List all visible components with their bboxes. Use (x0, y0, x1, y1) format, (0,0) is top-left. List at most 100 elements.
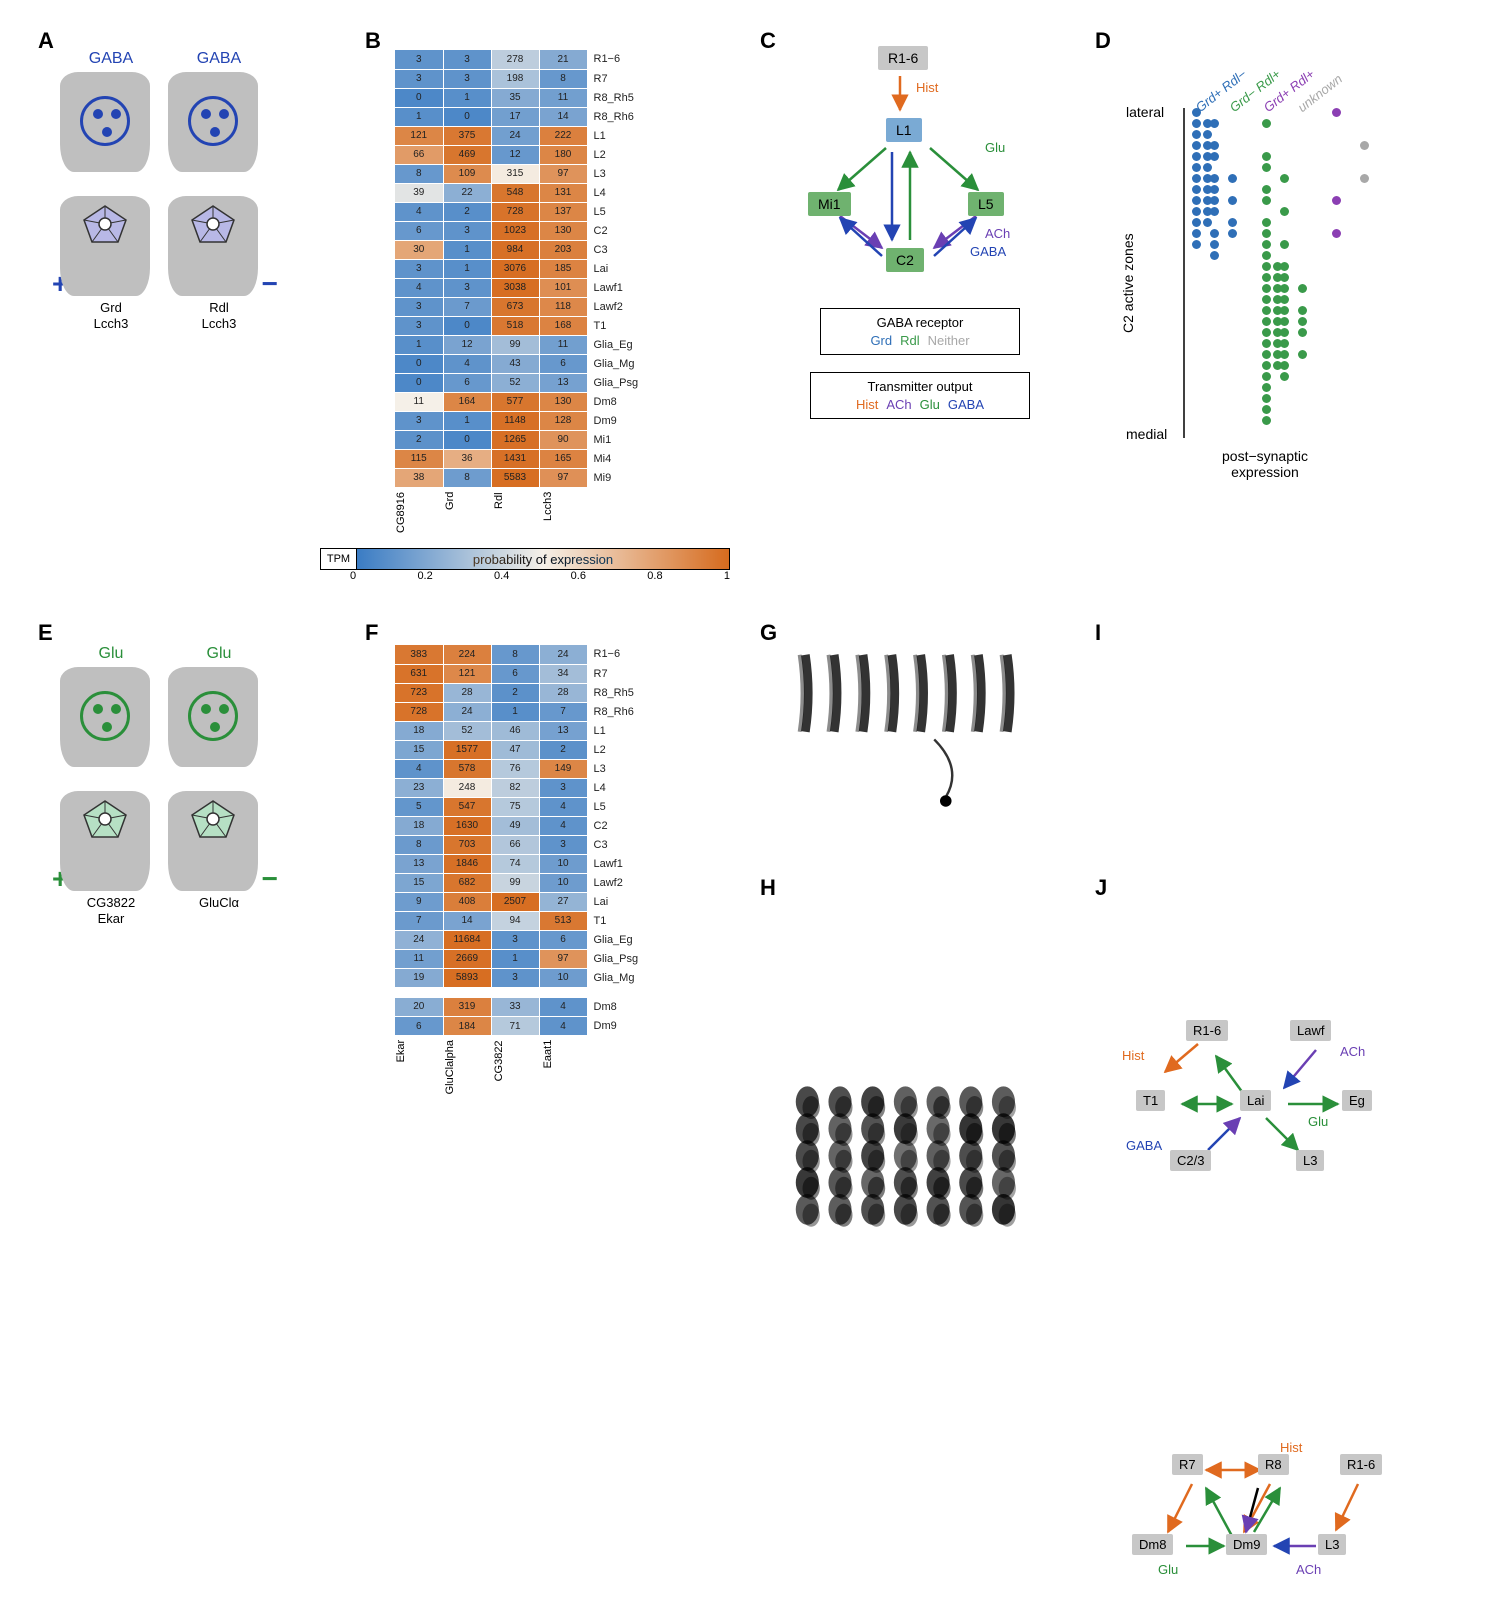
dot (1332, 108, 1341, 117)
nt-annot: ACh (1296, 1562, 1321, 1577)
heatmap-cell: 8 (395, 164, 443, 183)
colorbar-tick: 0 (350, 570, 356, 582)
heatmap-cell: 27 (539, 892, 587, 911)
panel-h-image (790, 1070, 1040, 1270)
heatmap-cell: 7 (539, 702, 587, 721)
network-node: Dm8 (1132, 1534, 1173, 1555)
nt-annot: GABA (970, 244, 1006, 259)
dot (1192, 229, 1201, 238)
heatmap-row-label: L4 (587, 183, 651, 202)
heatmap-cell: 469 (443, 145, 491, 164)
dot (1203, 218, 1212, 227)
heatmap-row-label: L1 (587, 721, 651, 740)
heatmap-cell: 82 (491, 778, 539, 797)
dot (1192, 218, 1201, 227)
heatmap-row-label: Mi9 (587, 468, 651, 487)
heatmap-cell: 2 (443, 202, 491, 221)
dot (1280, 361, 1289, 370)
heatmap-cell: 0 (395, 373, 443, 392)
heatmap-row-label: Glia_Mg (587, 968, 651, 987)
heatmap-cell: 1 (491, 949, 539, 968)
dot (1298, 328, 1307, 337)
heatmap-row-label: L3 (587, 164, 651, 183)
nt-annot: Hist (1280, 1440, 1302, 1455)
heatmap-cell: 76 (491, 759, 539, 778)
receptor-label: CG3822Ekar (60, 895, 162, 926)
heatmap-table: 3327821R1−6331988R7013511R8_Rh5101714R8_… (395, 50, 652, 488)
network-node: R1-6 (878, 46, 928, 70)
heatmap-cell: 4 (395, 202, 443, 221)
panel-label: C (760, 28, 776, 54)
dot (1298, 306, 1307, 315)
heatmap-row-label: C3 (587, 835, 651, 854)
heatmap-cell: 131 (539, 183, 587, 202)
dot (1298, 350, 1307, 359)
colorbar-tick: 0.8 (647, 570, 662, 582)
heatmap-table: 20319334Dm86184714Dm9 (395, 998, 652, 1037)
heatmap-cell: 24 (491, 126, 539, 145)
heatmap-cell: 8 (491, 645, 539, 664)
dot (1203, 163, 1212, 172)
heatmap-row-label: C2 (587, 816, 651, 835)
heatmap-cell: 35 (491, 88, 539, 107)
dot (1262, 185, 1271, 194)
heatmap-cell: 66 (395, 145, 443, 164)
heatmap-cell: 97 (539, 468, 587, 487)
network-node: R7 (1172, 1454, 1203, 1475)
heatmap-row-label: Lai (587, 259, 651, 278)
dot (1298, 317, 1307, 326)
heatmap-cell: 3038 (491, 278, 539, 297)
dot (1332, 229, 1341, 238)
heatmap-cell: 28 (443, 683, 491, 702)
panel-b: 3327821R1−6331988R7013511R8_Rh5101714R8_… (395, 50, 652, 539)
heatmap-cell: 1 (443, 240, 491, 259)
heatmap-table: 383224824R1−6631121634R772328228R8_Rh572… (395, 645, 652, 988)
heatmap-cell: 12 (443, 335, 491, 354)
dot (1192, 196, 1201, 205)
panel-label: B (365, 28, 381, 54)
heatmap-cell: 6 (491, 664, 539, 683)
panel-d: Grd+ Rdl−Grd− Rdl+Grd+ Rdl+unknown later… (1120, 38, 1450, 498)
heatmap-cell: 703 (443, 835, 491, 854)
heatmap-cell: 99 (491, 873, 539, 892)
heatmap-cell: 3 (395, 259, 443, 278)
heatmap-cell: 8 (539, 69, 587, 88)
heatmap-cell: 13 (539, 373, 587, 392)
heatmap-cell: 1 (443, 88, 491, 107)
network-node: Dm9 (1226, 1534, 1267, 1555)
heatmap-cell: 203 (539, 240, 587, 259)
heatmap-cell: 94 (491, 911, 539, 930)
heatmap-cell: 15 (395, 873, 443, 892)
heatmap-cell: 513 (539, 911, 587, 930)
dot (1210, 240, 1219, 249)
heatmap-cell: 149 (539, 759, 587, 778)
heatmap-cell: 4 (539, 797, 587, 816)
heatmap-cell: 7 (395, 911, 443, 930)
dot (1262, 262, 1271, 271)
dot (1280, 350, 1289, 359)
heatmap-cell: 0 (443, 107, 491, 126)
heatmap-cell: 1 (491, 702, 539, 721)
heatmap-row-label: Dm9 (587, 411, 651, 430)
heatmap-cell: 4 (539, 1017, 587, 1036)
heatmap-cell: 6 (395, 221, 443, 240)
heatmap-cell: 408 (443, 892, 491, 911)
heatmap-cell: 6 (539, 354, 587, 373)
network-node: R8 (1258, 1454, 1289, 1475)
heatmap-cell: 3 (491, 968, 539, 987)
dot (1228, 174, 1237, 183)
heatmap-cell: 1265 (491, 430, 539, 449)
dot (1210, 229, 1219, 238)
heatmap-cell: 3 (395, 411, 443, 430)
heatmap-cell: 109 (443, 164, 491, 183)
dot (1280, 284, 1289, 293)
heatmap-cell: 3 (539, 778, 587, 797)
colorbar-tick: 1 (724, 570, 730, 582)
dot (1192, 207, 1201, 216)
heatmap-row-label: Dm9 (587, 1017, 651, 1036)
heatmap-cell: 224 (443, 645, 491, 664)
heatmap-cell: 4 (395, 759, 443, 778)
heatmap-row-label: L5 (587, 797, 651, 816)
panel-label: F (365, 620, 378, 646)
heatmap-cell: 1846 (443, 854, 491, 873)
